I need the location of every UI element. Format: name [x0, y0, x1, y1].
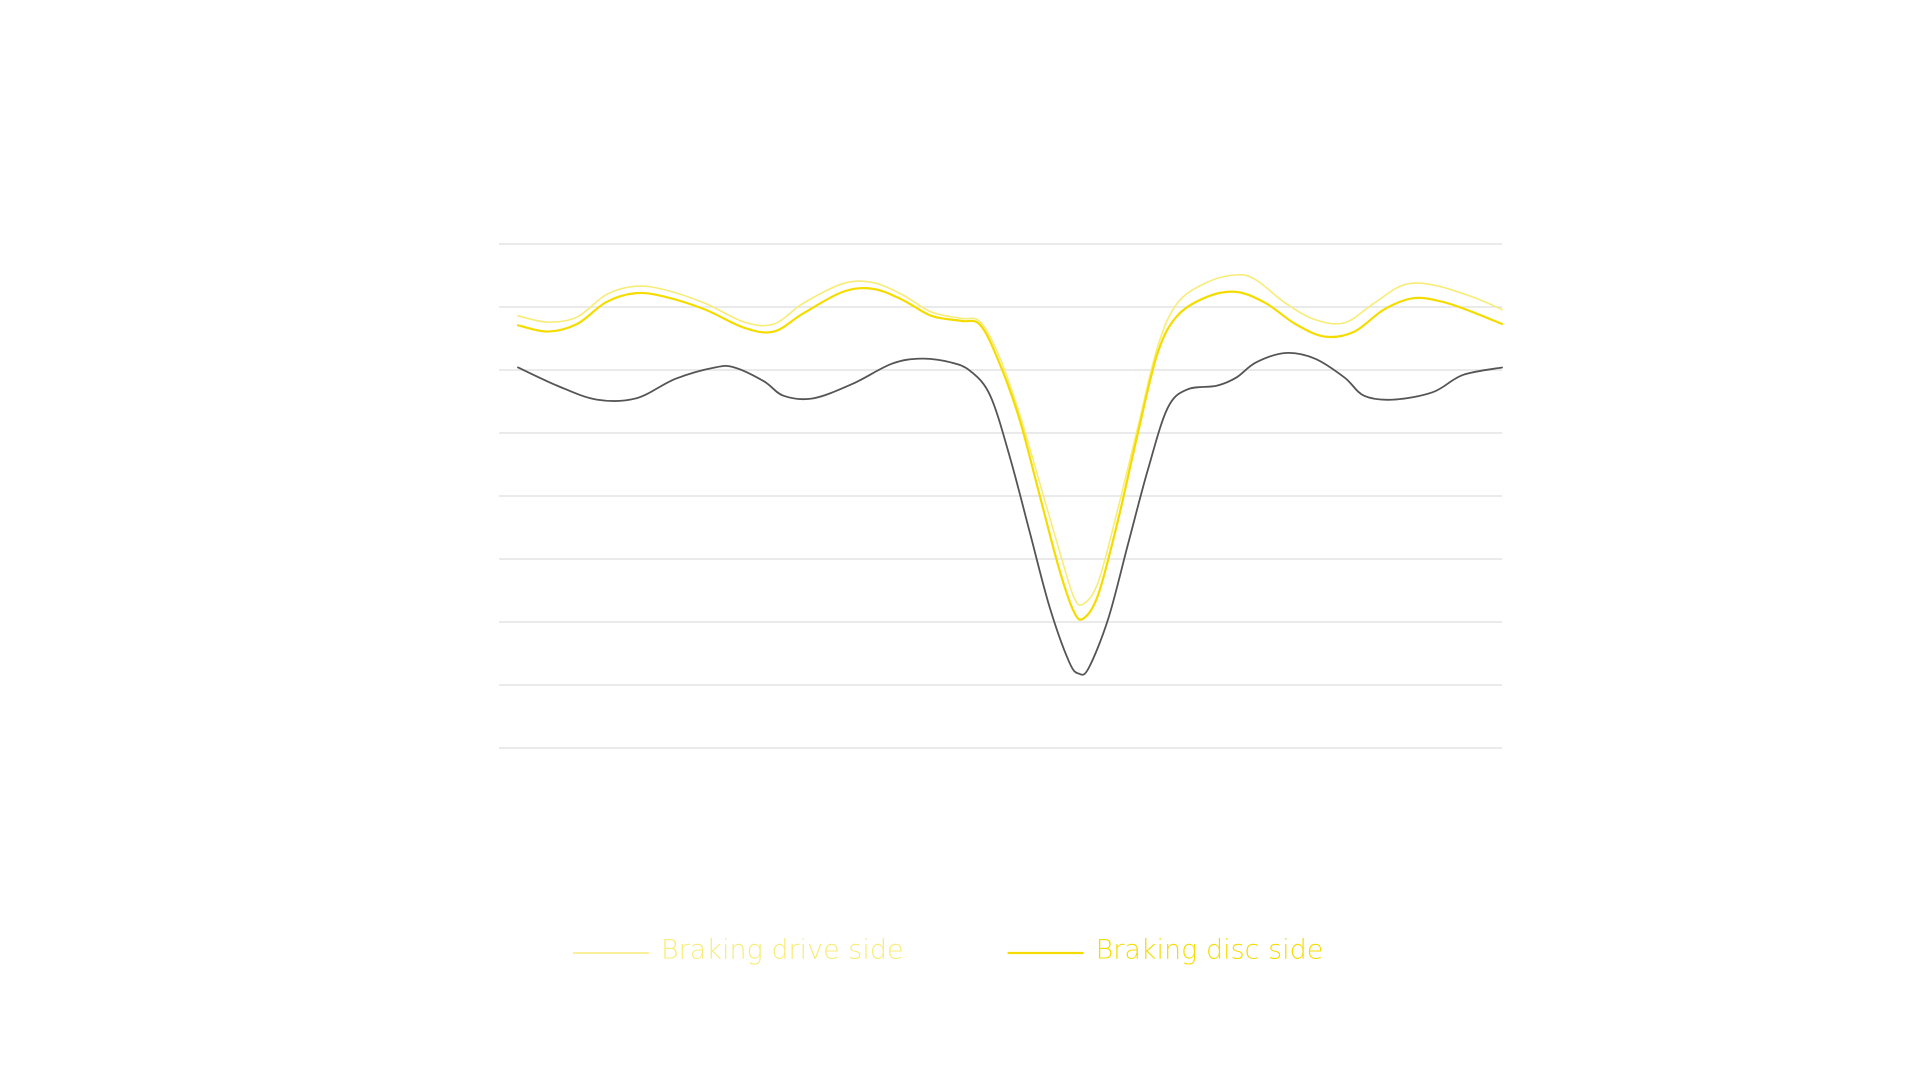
legend-label: Braking disc side	[1096, 935, 1324, 966]
series-line	[516, 286, 1504, 621]
series-line	[517, 273, 1503, 607]
series-line	[517, 351, 1503, 676]
legend-label: Braking drive side	[661, 935, 904, 966]
